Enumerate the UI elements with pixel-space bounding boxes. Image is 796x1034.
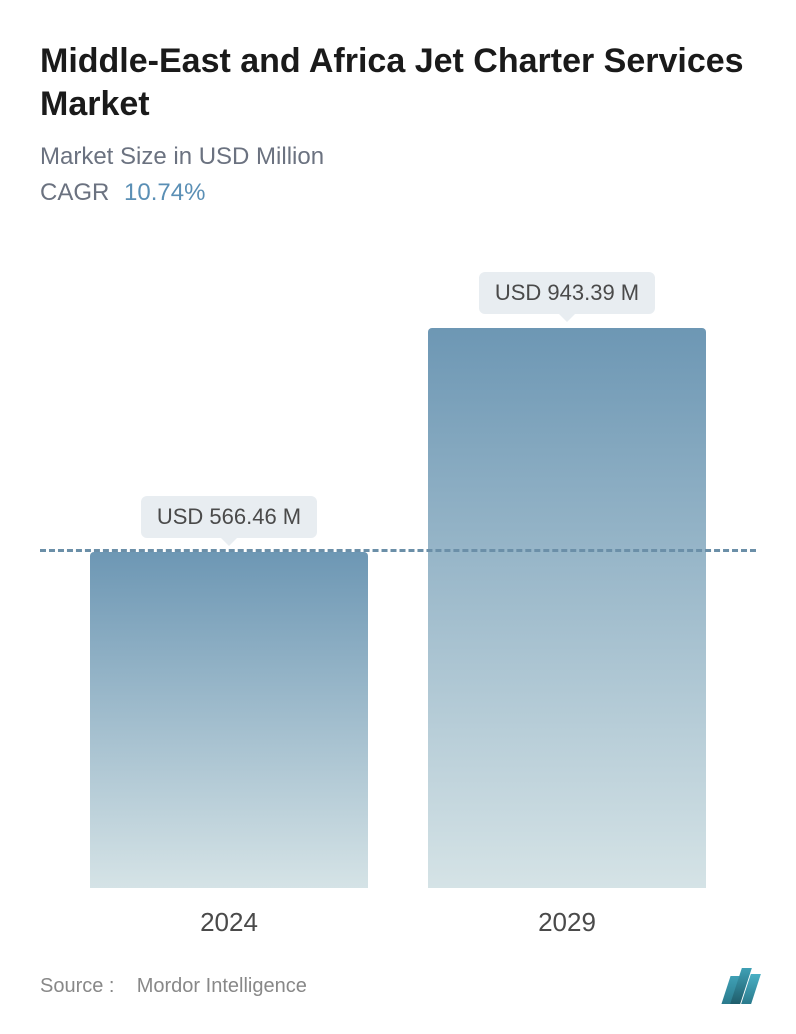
cagr-label: CAGR <box>40 179 109 206</box>
cagr-value: 10.74% <box>124 179 205 206</box>
brand-logo <box>726 968 756 1004</box>
bar <box>90 552 368 888</box>
source-name: Mordor Intelligence <box>137 975 307 997</box>
chart-title: Middle-East and Africa Jet Charter Servi… <box>40 40 756 125</box>
x-axis-labels: 2024 2029 <box>40 907 756 938</box>
chart-area: USD 566.46 M USD 943.39 M 2024 2029 <box>40 237 756 948</box>
reference-line <box>40 549 756 552</box>
chart-footer: Source : Mordor Intelligence <box>40 948 756 1014</box>
bars-group: USD 566.46 M USD 943.39 M <box>40 237 756 888</box>
bar-group: USD 943.39 M <box>428 272 706 888</box>
x-axis-label: 2024 <box>90 907 368 938</box>
source-text: Source : Mordor Intelligence <box>40 975 307 998</box>
bar <box>428 328 706 888</box>
value-badge: USD 943.39 M <box>479 272 655 314</box>
chart-container: Middle-East and Africa Jet Charter Servi… <box>0 0 796 1034</box>
bar-group: USD 566.46 M <box>90 496 368 888</box>
x-axis-label: 2029 <box>428 907 706 938</box>
cagr-row: CAGR 10.74% <box>40 179 756 207</box>
source-label: Source : <box>40 975 114 997</box>
value-badge: USD 566.46 M <box>141 496 317 538</box>
chart-subtitle: Market Size in USD Million <box>40 143 756 171</box>
